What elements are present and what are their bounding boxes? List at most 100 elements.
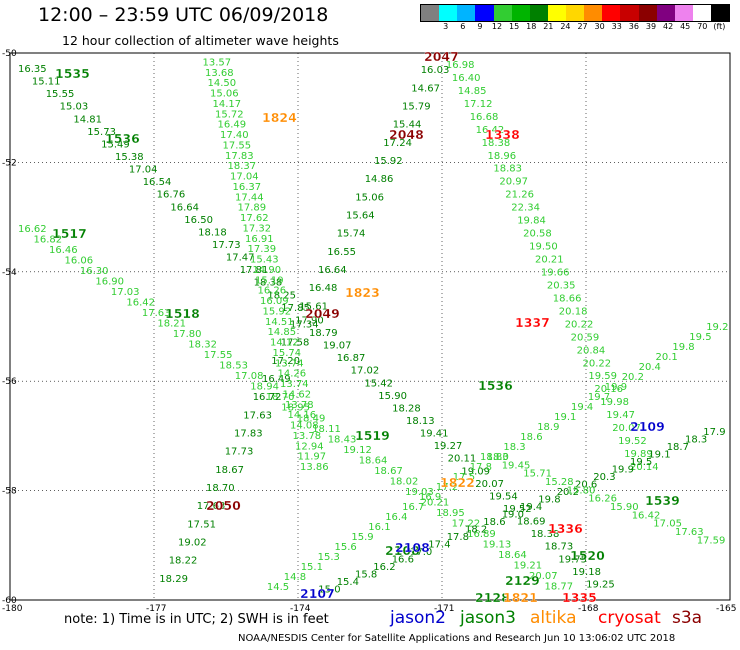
swh-value: 13.74	[280, 379, 309, 390]
satellite-track: 16.98 16.40 14.85 17.12 16.68 16.42 18.38 18.96…	[446, 60, 659, 473]
swh-value: 19.07	[323, 341, 352, 352]
swh-value: 19.1	[554, 412, 576, 423]
swh-value: 20.21	[535, 255, 564, 266]
swh-value: 16.40	[452, 73, 481, 84]
swh-value: 20.11	[448, 454, 477, 465]
swh-value: 17.02	[351, 366, 380, 377]
footnote: note: 1) Time is in UTC; 2) SWH is in fe…	[64, 612, 329, 627]
pass-time-label: 2048	[389, 127, 424, 142]
swh-value: 15.8	[355, 570, 377, 581]
swh-value: 18.64	[359, 455, 388, 466]
swh-value: 16.64	[170, 202, 199, 213]
swh-value: 16.1	[368, 522, 390, 533]
swh-value: 17.2	[436, 482, 458, 493]
colorbar-swatch	[584, 5, 603, 21]
swh-value: 14.90	[253, 265, 282, 276]
swh-value: 17.63	[197, 501, 226, 512]
swh-value: 20.84	[577, 345, 606, 356]
satellite-track: 14.514.815.115.315.615.916.116.416.716.9…	[267, 322, 729, 593]
pass-time-label: 1517	[52, 226, 87, 241]
swh-value: 16.03	[421, 65, 450, 76]
swh-value: 13.57	[203, 57, 232, 68]
pass-time-label: 1520	[570, 548, 605, 563]
swh-value: 18.79	[309, 328, 338, 339]
swh-value: 16.90	[95, 277, 124, 288]
swh-value: 14.85	[458, 86, 487, 97]
swh-value: 19.7	[588, 392, 610, 403]
credit-line: NOAA/NESDIS Center for Satellite Applica…	[238, 633, 676, 644]
swh-value: 18.13	[406, 416, 435, 427]
swh-value: 17.63	[142, 308, 171, 319]
swh-value: 19.98	[600, 397, 629, 408]
pass-time-label: 2049	[305, 306, 340, 321]
swh-value: 15.73	[87, 127, 116, 138]
colorbar-label: 36	[628, 22, 639, 31]
swh-value: 15.90	[378, 391, 407, 402]
swh-value: 16.68	[470, 112, 499, 123]
colorbar-label: 45	[680, 22, 691, 31]
swh-value: 17.05	[653, 519, 682, 530]
legend-altika: altika	[530, 608, 577, 628]
swh-value: 18.83	[493, 164, 522, 175]
satellite-track: 16.03 14.67 15.79 15.44 17.24 15.92 14.86 15.06…	[159, 65, 449, 585]
swh-value: 20.14	[630, 462, 659, 473]
swh-value: 14.5	[267, 582, 289, 593]
swh-value: 18.73	[545, 542, 574, 553]
swh-value: 16.09	[260, 296, 289, 307]
swh-value: 15.61	[299, 301, 328, 312]
lon-label: -165	[716, 604, 736, 614]
colorbar-swatch	[421, 5, 440, 21]
swh-value: 16.50	[184, 215, 213, 226]
pass-time-label: 1335	[562, 590, 597, 605]
pass-time-label: 1822	[440, 475, 475, 490]
swh-value: 20.6	[575, 480, 597, 491]
swh-value: 16.76	[157, 190, 186, 201]
swh-value: 16.54	[143, 177, 172, 188]
swh-value: 18.6	[520, 432, 542, 443]
swh-value: 16.6	[392, 555, 414, 566]
legend-cryosat: cryosat	[598, 608, 661, 628]
swh-value: 20.4	[639, 362, 661, 373]
swh-value: 16.98	[446, 60, 475, 71]
swh-value: 17.4	[428, 540, 450, 551]
swh-value: 17.12	[464, 99, 493, 110]
pass-time-label: 2047	[424, 49, 459, 64]
pass-time-label: 2107	[300, 586, 335, 601]
swh-value: 17.89	[238, 203, 267, 214]
swh-value: 16.49	[262, 374, 291, 385]
swh-value: 18.43	[328, 434, 357, 445]
swh-value: 15.06	[210, 89, 239, 100]
lat-label: -54	[2, 268, 17, 278]
swh-value: 16.49	[218, 120, 247, 131]
swh-value: 16.72	[253, 392, 282, 403]
pass-time-label: 2108	[385, 543, 420, 558]
swh-value: 14.62	[283, 389, 312, 400]
satellite-track: 13.5713.6814.5015.0614.1715.7216.4917.40…	[203, 57, 329, 473]
swh-value: 20.59	[571, 332, 600, 343]
swh-value: 15.74	[337, 229, 366, 240]
swh-value: 19.4	[520, 502, 542, 513]
swh-value: 19.47	[606, 410, 635, 421]
swh-value: 19.5	[689, 332, 711, 343]
swh-value: 18.22	[169, 556, 198, 567]
swh-value: 19.12	[343, 445, 372, 456]
pass-time-label: 1821	[503, 590, 538, 605]
swh-value: 17.08	[235, 371, 264, 382]
swh-value: 18.7	[667, 442, 689, 453]
swh-value: 18.77	[545, 582, 574, 593]
colorbar-label: 9	[477, 22, 483, 31]
swh-value: 15.92	[374, 156, 403, 167]
swh-value: 15.1	[301, 562, 323, 573]
swh-value: 15.44	[393, 120, 422, 131]
swh-value: 18.67	[215, 465, 244, 476]
swh-value: 19.9	[612, 465, 634, 476]
swh-value: 17.58	[281, 338, 310, 349]
lat-label: -58	[2, 487, 17, 497]
swh-value: 20.07	[475, 479, 504, 490]
swh-value: 16.35	[18, 64, 47, 75]
colorbar-label: 33	[611, 22, 622, 31]
satellite-track: 18.8319.4515.7115.2815.8016.2615.9016.42…	[480, 452, 725, 546]
swh-value: 17.90	[295, 315, 324, 326]
colorbar-label: 21	[543, 22, 554, 31]
